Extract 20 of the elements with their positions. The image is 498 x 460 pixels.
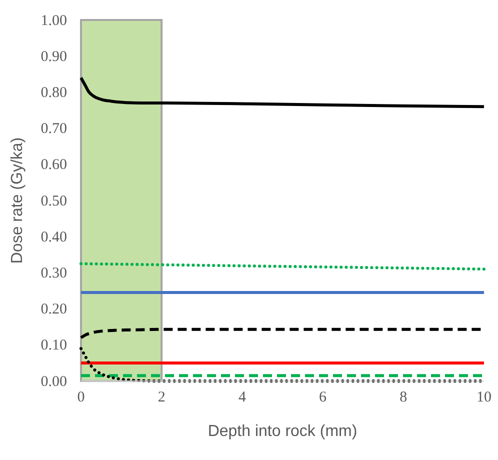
x-tick-label: 8 <box>400 390 408 406</box>
y-tick-label: 0.00 <box>40 374 67 390</box>
y-tick-label: 0.10 <box>40 338 67 354</box>
x-axis-title: Depth into rock (mm) <box>208 423 358 440</box>
x-tick-label: 4 <box>238 390 246 406</box>
y-tick-label: 0.20 <box>40 302 67 318</box>
y-tick-label: 0.80 <box>40 85 67 101</box>
y-tick-label: 0.60 <box>40 157 67 174</box>
y-tick-label: 0.40 <box>40 229 67 246</box>
x-tick-label: 0 <box>77 390 85 406</box>
y-tick-label: 0.30 <box>40 266 67 282</box>
y-tick-label: 1.00 <box>40 12 67 29</box>
x-tick-label: 2 <box>158 390 166 406</box>
y-axis-title: Dose rate (Gy/ka) <box>9 137 26 264</box>
y-tick-label: 0.50 <box>40 193 67 210</box>
x-tick-label: 6 <box>319 390 328 406</box>
y-tick-label: 0.70 <box>40 121 67 138</box>
x-tick-label: 10 <box>476 390 492 406</box>
y-tick-label: 0.90 <box>40 48 67 65</box>
line-series <box>80 76 486 108</box>
